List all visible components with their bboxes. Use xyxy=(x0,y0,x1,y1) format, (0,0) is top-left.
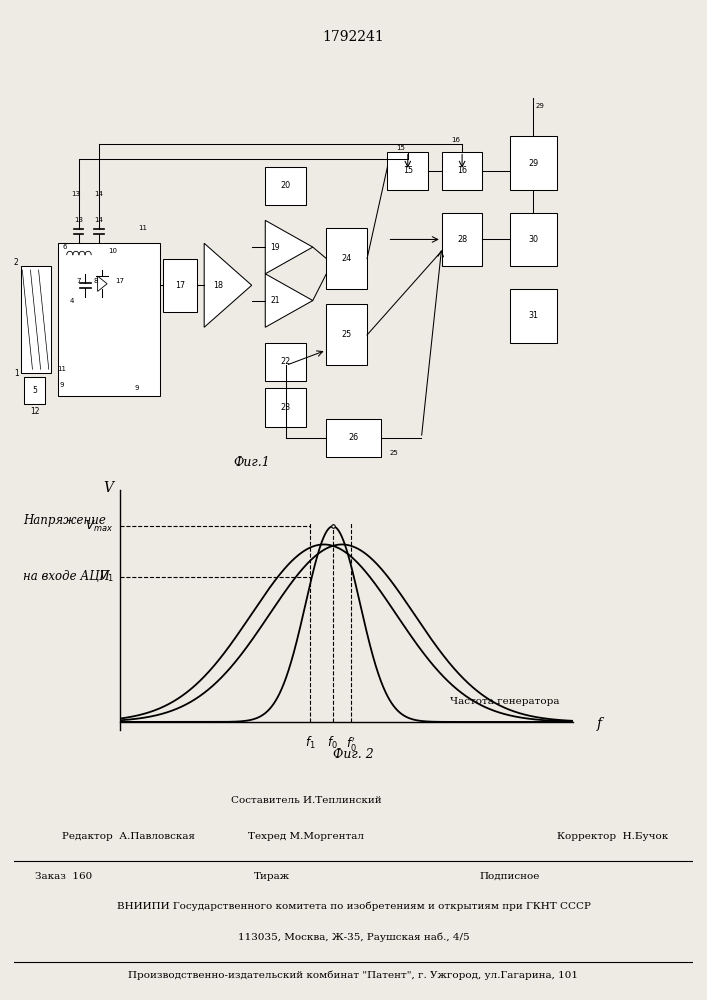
Text: 31: 31 xyxy=(528,311,538,320)
Bar xyxy=(510,289,557,343)
Text: 4: 4 xyxy=(70,298,74,304)
Text: Производственно-издательский комбинат "Патент", г. Ужгород, ул.Гагарина, 101: Производственно-издательский комбинат "П… xyxy=(129,971,578,980)
Text: Составитель И.Теплинский: Составитель И.Теплинский xyxy=(230,796,381,805)
Text: ВНИИПИ Государственного комитета по изобретениям и открытиям при ГКНТ СССР: ВНИИПИ Государственного комитета по изоб… xyxy=(117,901,590,911)
Text: 7: 7 xyxy=(76,278,81,284)
Text: 14: 14 xyxy=(95,217,103,223)
Text: 14: 14 xyxy=(95,191,103,197)
Text: 26: 26 xyxy=(349,434,358,442)
Text: 17: 17 xyxy=(175,281,185,290)
Text: 23: 23 xyxy=(281,403,291,412)
Bar xyxy=(24,377,45,404)
Bar xyxy=(442,152,482,190)
Text: 113035, Москва, Ж-35, Раушская наб., 4/5: 113035, Москва, Ж-35, Раушская наб., 4/5 xyxy=(238,933,469,942)
Text: 5: 5 xyxy=(32,386,37,395)
Text: 15: 15 xyxy=(403,166,413,175)
Text: 29: 29 xyxy=(536,103,544,109)
Text: 20: 20 xyxy=(281,182,291,190)
Text: V: V xyxy=(103,481,113,495)
Text: 2: 2 xyxy=(14,258,18,267)
Text: Тираж: Тираж xyxy=(254,872,290,881)
Text: 9: 9 xyxy=(59,382,64,388)
Text: 30: 30 xyxy=(528,235,538,244)
Text: Частота генератора: Частота генератора xyxy=(450,697,559,706)
Text: 16: 16 xyxy=(457,166,467,175)
Bar xyxy=(327,419,380,457)
Bar xyxy=(510,213,557,266)
Text: 18: 18 xyxy=(213,281,223,290)
Text: 12: 12 xyxy=(30,407,40,416)
Text: Напряжение: Напряжение xyxy=(23,514,106,527)
Text: 1792241: 1792241 xyxy=(322,30,385,44)
Text: 28: 28 xyxy=(457,235,467,244)
Text: 29: 29 xyxy=(528,159,539,168)
Text: Фиг.1: Фиг.1 xyxy=(233,456,270,469)
Bar xyxy=(327,304,367,365)
Bar xyxy=(327,228,367,289)
Text: $f_0'$: $f_0'$ xyxy=(346,735,356,753)
Text: 13: 13 xyxy=(74,217,83,223)
Text: Подписное: Подписное xyxy=(479,872,539,881)
Bar xyxy=(442,213,482,266)
Text: Фиг. 2: Фиг. 2 xyxy=(333,748,374,762)
Polygon shape xyxy=(98,276,107,291)
Text: 22: 22 xyxy=(281,357,291,366)
Text: 17: 17 xyxy=(115,278,124,284)
Text: 10: 10 xyxy=(108,248,117,254)
Bar xyxy=(510,136,557,190)
Polygon shape xyxy=(204,243,252,327)
Text: $V_1$: $V_1$ xyxy=(99,569,113,584)
Text: 13: 13 xyxy=(71,191,80,197)
Text: 1: 1 xyxy=(14,369,18,378)
Text: 15: 15 xyxy=(397,145,405,151)
Text: Редактор  А.Павловская: Редактор А.Павловская xyxy=(62,832,194,841)
Text: 24: 24 xyxy=(341,254,352,263)
Text: на входе АЦП: на входе АЦП xyxy=(23,570,110,583)
Bar xyxy=(58,243,160,396)
Bar xyxy=(265,167,306,205)
Text: $f_1$: $f_1$ xyxy=(305,735,315,751)
Bar xyxy=(265,343,306,381)
Text: $f_0$: $f_0$ xyxy=(327,735,338,751)
Text: 11: 11 xyxy=(139,225,148,231)
Text: $V_{max}$: $V_{max}$ xyxy=(86,519,113,534)
Polygon shape xyxy=(265,220,312,274)
Text: 16: 16 xyxy=(451,137,460,143)
Text: Заказ  160: Заказ 160 xyxy=(35,872,92,881)
Text: 21: 21 xyxy=(271,296,280,305)
Text: 8: 8 xyxy=(93,278,98,284)
Text: 19: 19 xyxy=(271,243,280,252)
Text: Техред М.Моргентал: Техред М.Моргентал xyxy=(248,832,364,841)
Bar xyxy=(387,152,428,190)
Text: f: f xyxy=(597,717,602,731)
Text: 9: 9 xyxy=(134,385,139,391)
Polygon shape xyxy=(21,266,52,373)
Bar xyxy=(265,388,306,427)
Bar xyxy=(163,259,197,312)
Text: Корректор  Н.Бучок: Корректор Н.Бучок xyxy=(557,832,668,841)
Text: 25: 25 xyxy=(341,330,352,339)
Text: 6: 6 xyxy=(63,244,67,250)
Text: 11: 11 xyxy=(57,366,66,372)
Polygon shape xyxy=(265,274,312,327)
Text: 25: 25 xyxy=(390,450,399,456)
